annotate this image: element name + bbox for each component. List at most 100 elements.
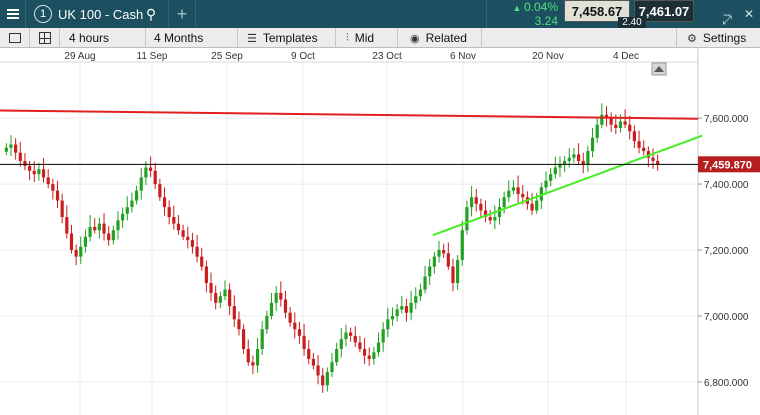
panel-icon xyxy=(8,33,21,43)
resistance-trendline[interactable] xyxy=(0,109,699,120)
candle-body xyxy=(269,302,274,317)
current-price-label: 7,459.870 xyxy=(703,159,752,171)
candle-body xyxy=(502,197,506,208)
candle-body xyxy=(274,292,278,303)
candle-body xyxy=(623,121,627,125)
candle-body xyxy=(181,230,185,237)
candle-body xyxy=(55,190,60,201)
x-tick-label: 4 Dec xyxy=(613,51,639,62)
candle-body xyxy=(251,362,255,366)
candle-body xyxy=(400,306,404,310)
gear-icon: ⚙ xyxy=(687,32,697,45)
buy-price-button[interactable]: 7,461.07 xyxy=(634,0,694,22)
candle-body xyxy=(88,226,92,237)
candle-body xyxy=(386,319,390,330)
candle-body xyxy=(265,316,269,330)
candle-body xyxy=(316,365,320,376)
search-icon[interactable]: ⚲ xyxy=(145,5,157,22)
candle-body xyxy=(232,306,236,320)
support-trendline[interactable] xyxy=(432,134,703,237)
chart-menu-button[interactable] xyxy=(0,28,30,48)
candle-body xyxy=(153,170,157,185)
candle-body xyxy=(18,152,22,161)
candle-body xyxy=(69,233,74,251)
period-dropdown[interactable]: 4 Months xyxy=(146,28,238,48)
candle-body xyxy=(628,124,632,132)
candle-body xyxy=(186,236,190,241)
candle-body xyxy=(549,174,553,181)
y-tick-label: 7,400.000 xyxy=(704,180,749,191)
price-chart[interactable]: 29 Aug 11 Sep 25 Sep 9 Oct 23 Oct 6 Nov 20 Nov… xyxy=(0,48,760,415)
candle-body xyxy=(456,259,460,284)
candle-body xyxy=(358,342,362,350)
add-tab-plus-icon[interactable]: + xyxy=(168,0,196,28)
close-window-icon[interactable]: ✕ xyxy=(743,7,755,21)
candle-body xyxy=(409,302,413,313)
candle-body xyxy=(451,266,455,284)
y-tick-label: 6,800.000 xyxy=(704,378,749,389)
x-tick-label: 11 Sep xyxy=(137,51,168,62)
candle-body xyxy=(521,193,525,198)
candle-body xyxy=(102,223,106,234)
candle-body xyxy=(576,154,581,161)
scroll-to-latest-icon[interactable] xyxy=(651,62,667,76)
window-minimize-icon[interactable]: – xyxy=(723,7,731,21)
candle-body xyxy=(572,154,576,158)
candle-body xyxy=(190,240,195,247)
candle-body xyxy=(172,217,176,224)
sell-price-button[interactable]: 7,458.67 xyxy=(564,0,630,22)
candle-body xyxy=(125,207,129,214)
candle-body xyxy=(474,197,478,204)
candle-body xyxy=(437,250,441,257)
x-tick-label: 29 Aug xyxy=(64,51,95,62)
eye-icon: ◉ xyxy=(410,32,420,45)
candle-body xyxy=(567,157,571,161)
candle-body xyxy=(339,339,343,350)
candle-body xyxy=(37,169,41,175)
interval-dropdown[interactable]: 4 hours xyxy=(60,28,146,48)
instrument-header: 1 UK 100 - Cash ⚲ + 0.04% 3.24 7,458.67 … xyxy=(0,0,760,28)
candle-body xyxy=(214,292,218,303)
related-button[interactable]: ◉ Related xyxy=(398,28,482,48)
candle-body xyxy=(237,319,241,330)
candle-body xyxy=(497,207,502,218)
candle-body xyxy=(544,180,548,188)
candle-body xyxy=(209,283,213,293)
candle-body xyxy=(130,200,134,208)
chart-canvas[interactable]: 29 Aug 11 Sep 25 Sep 9 Oct 23 Oct 6 Nov 20 Nov… xyxy=(0,48,760,415)
candle-body xyxy=(414,296,418,303)
price-type-dropdown[interactable]: ⫶ Mid xyxy=(336,28,398,48)
candle-body xyxy=(321,375,325,386)
candle-body xyxy=(288,312,292,323)
layout-button[interactable] xyxy=(30,28,60,48)
settings-label: Settings xyxy=(702,31,747,45)
candle-body xyxy=(200,256,204,267)
templates-button[interactable]: ☰ Templates xyxy=(238,28,336,48)
hamburger-menu-icon[interactable] xyxy=(0,0,26,28)
candle-body xyxy=(14,144,18,153)
candle-body xyxy=(442,250,446,254)
settings-button[interactable]: ⚙ Settings xyxy=(676,28,760,48)
instrument-name[interactable]: UK 100 - Cash xyxy=(58,6,144,22)
candle-body xyxy=(139,177,143,191)
candle-body xyxy=(158,184,162,198)
candle-body xyxy=(535,200,539,211)
candle-body xyxy=(228,289,232,307)
candle-body xyxy=(255,349,260,366)
candle-body xyxy=(469,197,474,208)
candle-body xyxy=(563,160,567,165)
candle-body xyxy=(432,256,436,267)
candle-body xyxy=(204,266,208,284)
candle-body xyxy=(646,151,650,158)
expand-window-icon[interactable]: ⤢ xyxy=(722,12,732,27)
candle-body xyxy=(4,147,8,152)
y-tick-label: 7,600.000 xyxy=(704,114,749,125)
candle-body xyxy=(279,292,283,300)
candle-body xyxy=(97,223,101,231)
candle-body xyxy=(479,203,483,211)
candle-body xyxy=(23,160,27,166)
candle-body xyxy=(493,217,497,221)
candle-body xyxy=(428,266,432,277)
candle-body xyxy=(618,121,623,128)
candle-body xyxy=(242,329,246,350)
